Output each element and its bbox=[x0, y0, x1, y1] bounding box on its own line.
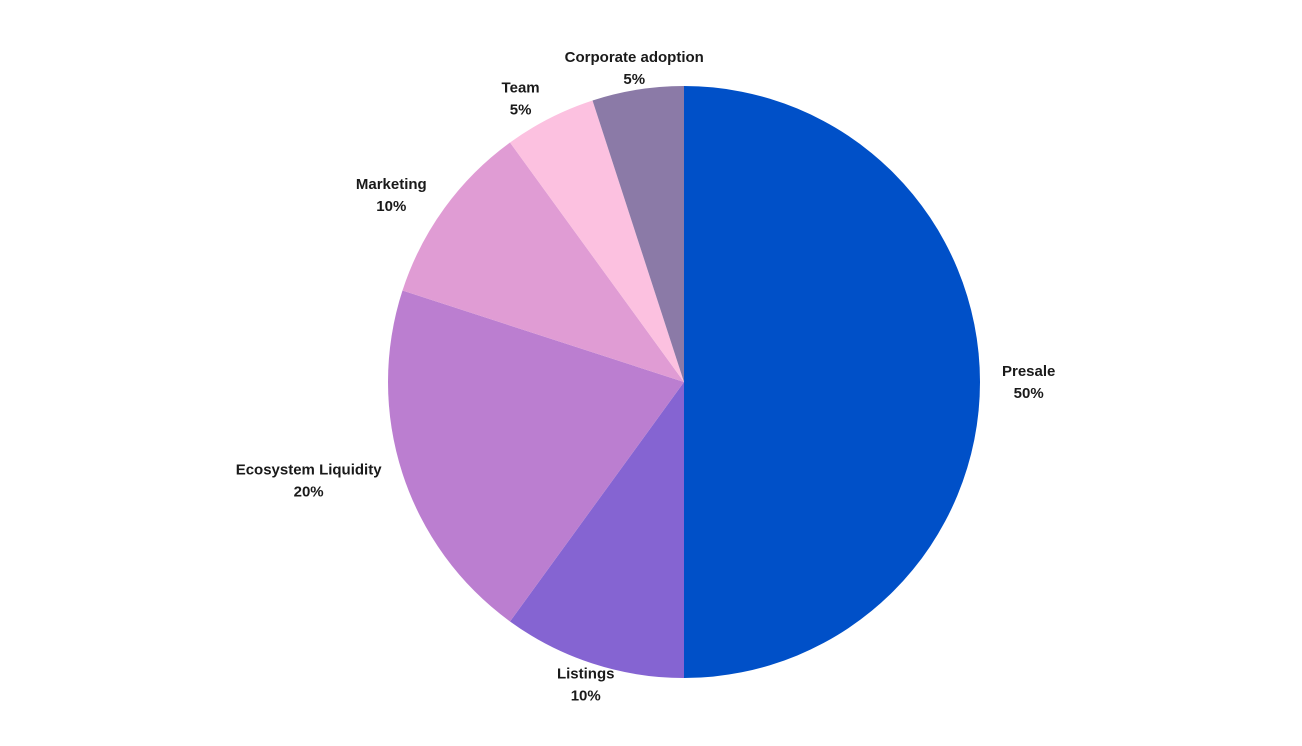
slice-name-label: Listings bbox=[557, 665, 615, 682]
pie-label-marketing: Marketing 10% bbox=[356, 176, 427, 215]
pie-slice-corporate-adoption bbox=[592, 86, 684, 382]
slice-value-label: 50% bbox=[1014, 385, 1044, 402]
slice-value-label: 5% bbox=[510, 102, 532, 119]
pie-slice-presale bbox=[684, 86, 980, 678]
pie-slice-team bbox=[510, 100, 684, 382]
slice-name-label: Team bbox=[502, 80, 540, 97]
pie-labels: Presale 50% Listings 10% Ecosystem Liquidity… bbox=[236, 49, 1056, 705]
pie-label-listings: Listings 10% bbox=[557, 665, 615, 704]
slice-value-label: 20% bbox=[294, 483, 324, 500]
slice-name-label: Marketing bbox=[356, 176, 427, 193]
pie-slice-listings bbox=[510, 382, 684, 678]
pie-label-presale: Presale 50% bbox=[1002, 363, 1055, 402]
slice-value-label: 10% bbox=[376, 198, 406, 215]
slice-name-label: Ecosystem Liquidity bbox=[236, 461, 383, 478]
slice-value-label: 5% bbox=[623, 71, 645, 88]
pie-label-team: Team 5% bbox=[502, 80, 540, 119]
pie-label-ecosystem-liquidity: Ecosystem Liquidity 20% bbox=[236, 461, 383, 500]
pie-label-corporate-adoption: Corporate adoption 5% bbox=[565, 49, 704, 88]
pie-slice-marketing bbox=[402, 142, 684, 382]
pie-slices bbox=[388, 86, 980, 678]
slice-value-label: 10% bbox=[571, 687, 601, 704]
pie-slice-ecosystem-liquidity bbox=[388, 290, 684, 622]
slice-name-label: Presale bbox=[1002, 363, 1055, 380]
slice-name-label: Corporate adoption bbox=[565, 49, 704, 66]
